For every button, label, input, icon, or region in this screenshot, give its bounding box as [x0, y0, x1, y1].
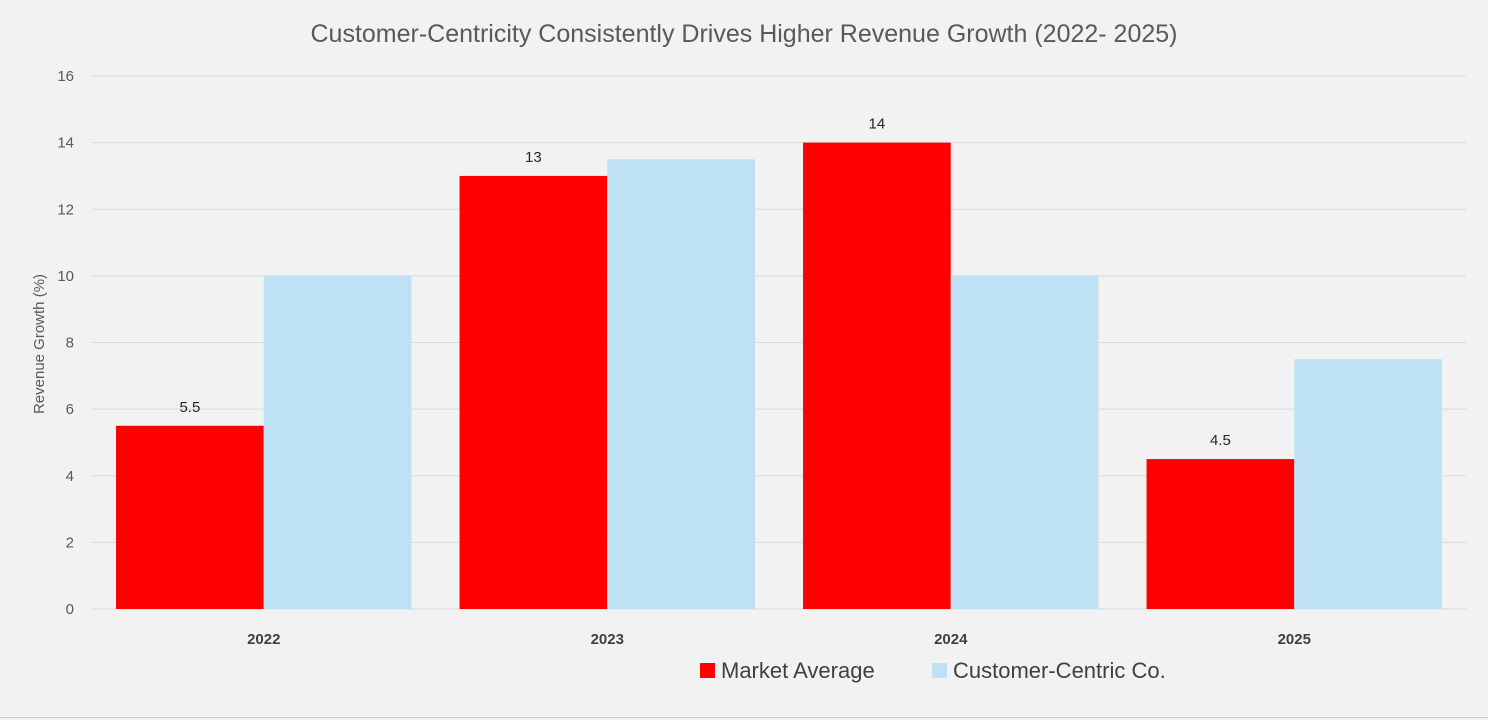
data-label: 13 [525, 149, 542, 166]
bar-customer-centric-co-2024 [950, 275, 1099, 609]
bar-customer-centric-co-2023 [607, 159, 755, 609]
legend-label: Market Average [721, 658, 875, 683]
bar-market-average-2024 [803, 142, 951, 609]
chart-title: Customer-Centricity Consistently Drives … [310, 20, 1177, 48]
bar-market-average-2022 [116, 425, 264, 609]
x-tick-label: 2023 [591, 631, 624, 648]
bottom-divider [0, 717, 1488, 718]
data-label: 5.5 [179, 399, 200, 416]
x-tick-label: 2025 [1278, 631, 1311, 648]
y-tick-label: 2 [66, 534, 74, 551]
y-tick-label: 12 [57, 201, 74, 218]
y-tick-labels: 0 2 4 6 8 10 12 14 16 [57, 68, 74, 618]
x-tick-labels: 2022 2023 2024 2025 [247, 631, 1311, 648]
y-tick-label: 0 [66, 601, 74, 618]
legend-item-market-average: Market Average [700, 658, 875, 683]
bar-customer-centric-co-2025 [1294, 359, 1442, 609]
legend-swatch [700, 663, 715, 678]
bar-market-average-2023 [459, 175, 608, 609]
x-tick-label: 2022 [247, 631, 280, 648]
x-tick-label: 2024 [934, 631, 968, 648]
bar-customer-centric-co-2022 [263, 275, 412, 609]
bars [116, 142, 1442, 609]
legend-label: Customer-Centric Co. [953, 658, 1166, 683]
y-tick-label: 8 [66, 335, 74, 352]
y-tick-label: 6 [66, 401, 74, 418]
data-labels: 5.5 13 14 4.5 [179, 116, 1230, 449]
y-axis-label: Revenue Growth (%) [31, 274, 48, 414]
legend-swatch [932, 663, 947, 678]
legend: Market Average Customer-Centric Co. [700, 658, 1166, 683]
legend-item-customer-centric-co: Customer-Centric Co. [932, 658, 1166, 683]
bar-market-average-2025 [1146, 459, 1295, 609]
data-label: 14 [869, 116, 886, 133]
y-tick-label: 14 [57, 135, 74, 152]
y-tick-label: 4 [66, 468, 74, 485]
y-tick-label: 10 [57, 268, 74, 285]
data-label: 4.5 [1210, 432, 1231, 449]
y-tick-label: 16 [57, 68, 74, 85]
